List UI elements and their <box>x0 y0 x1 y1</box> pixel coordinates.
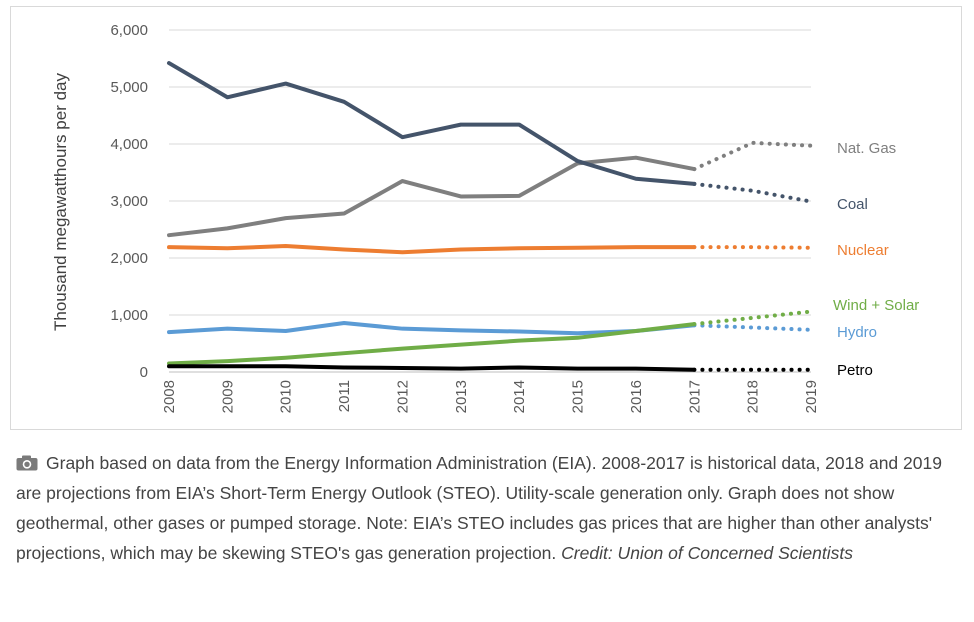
x-tick-label: 2011 <box>336 380 353 412</box>
x-tick-label: 2009 <box>219 380 236 413</box>
series-projection-nat-gas <box>692 140 813 172</box>
series-lines <box>167 61 813 372</box>
x-tick-label: 2016 <box>628 380 645 413</box>
series-label-nat-gas: Nat. Gas <box>837 140 896 157</box>
y-tick-label: 6,000 <box>110 22 148 39</box>
camera-icon <box>16 450 40 471</box>
chart-frame: 0 1,000 2,000 3,000 4,000 5,000 6,000 2008 2009… <box>10 6 962 430</box>
series-line-coal <box>167 61 697 186</box>
series-line-nuclear <box>167 244 697 255</box>
y-tick-label: 1,000 <box>110 307 148 324</box>
y-axis-label: Thousand megawatthours per day <box>51 73 70 331</box>
series-line-hydro <box>167 320 697 336</box>
series-label-nuclear: Nuclear <box>837 242 889 259</box>
series-projection-nuclear <box>692 245 813 250</box>
x-tick-label: 2015 <box>570 380 587 413</box>
x-tick-label: 2013 <box>453 380 470 413</box>
x-tick-label: 2012 <box>394 380 411 413</box>
series-line-petro <box>167 364 697 372</box>
caption-text: Graph based on data from the Energy Info… <box>16 453 942 563</box>
x-tick-label: 2014 <box>511 380 528 413</box>
series-label-coal: Coal <box>837 196 868 213</box>
figure-caption: Graph based on data from the Energy Info… <box>16 448 956 568</box>
y-tick-label: 5,000 <box>110 79 148 96</box>
series-label-wind-solar: Wind + Solar <box>833 297 919 314</box>
x-tick-label: 2010 <box>278 380 295 413</box>
y-tick-label: 2,000 <box>110 250 148 267</box>
x-tick-label: 2019 <box>803 380 820 413</box>
y-axis-ticks: 0 1,000 2,000 3,000 4,000 5,000 6,000 <box>110 22 148 381</box>
x-axis-ticks: 2008 2009 2010 2011 2012 2013 2014 2015 2016 2017… <box>161 380 820 413</box>
x-tick-label: 2018 <box>745 380 762 413</box>
caption-credit: Credit: Union of Concerned Scientists <box>561 543 853 563</box>
series-labels: Nat. Gas Coal Nuclear Wind + Solar Hydro Petr… <box>833 140 919 379</box>
series-line-nat-gas <box>167 155 697 238</box>
x-tick-label: 2008 <box>161 380 178 413</box>
y-tick-label: 0 <box>140 364 148 381</box>
y-tick-label: 4,000 <box>110 136 148 153</box>
y-tick-label: 3,000 <box>110 193 148 210</box>
series-label-hydro: Hydro <box>837 324 877 341</box>
series-projection-coal <box>692 181 813 204</box>
gridlines <box>169 29 811 373</box>
series-line-wind-solar <box>167 322 697 366</box>
line-chart: 0 1,000 2,000 3,000 4,000 5,000 6,000 2008 2009… <box>51 22 919 413</box>
x-tick-label: 2017 <box>686 380 703 413</box>
series-label-petro: Petro <box>837 362 873 379</box>
